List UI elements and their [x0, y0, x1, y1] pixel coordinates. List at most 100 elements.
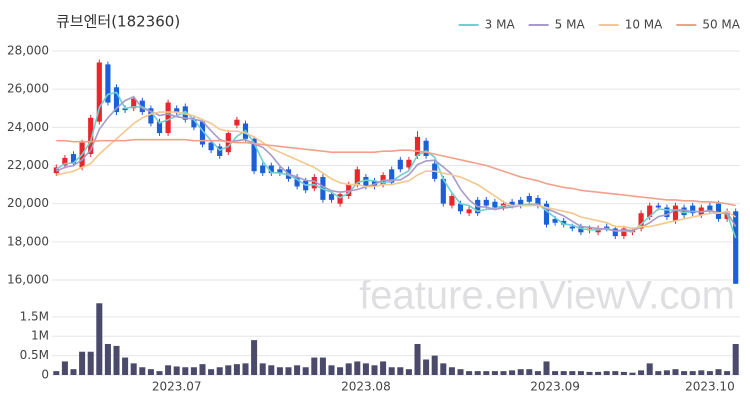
volume-bar: [285, 367, 292, 375]
volume-bar: [655, 371, 662, 375]
candle-body: [174, 108, 180, 113]
ma-line: [56, 111, 737, 230]
y-tick-label: 24,000: [7, 120, 49, 134]
candle-body: [621, 228, 627, 237]
volume-bar: [646, 363, 653, 375]
volume-bar: [70, 369, 77, 375]
volume-bar: [552, 371, 559, 375]
candle-body: [518, 199, 524, 206]
volume-bar: [397, 367, 404, 375]
volume-bar: [483, 371, 490, 375]
candle-body: [337, 194, 343, 204]
candle-body: [113, 87, 120, 113]
volume-bar: [139, 367, 146, 375]
volume-bar: [672, 369, 679, 375]
volume-bar: [251, 340, 258, 375]
volume-bar: [466, 371, 473, 375]
volume-bar: [113, 345, 120, 375]
volume-bar: [242, 363, 249, 375]
legend-label: 50 MA: [702, 18, 740, 32]
volume-bar: [509, 370, 516, 375]
volume-bar: [629, 372, 636, 375]
volume-bar: [586, 371, 593, 375]
volume-bar: [328, 365, 335, 375]
volume-bar: [147, 369, 154, 375]
volume-bar: [319, 357, 326, 375]
candle-body: [492, 201, 498, 208]
volume-bar: [53, 371, 60, 375]
volume-bar: [216, 367, 223, 375]
volume-bar: [612, 371, 619, 375]
candle-body: [277, 169, 283, 174]
candle-body: [182, 106, 188, 120]
candle-body: [535, 197, 541, 206]
volume-bar: [173, 366, 180, 375]
candle-body: [578, 226, 584, 233]
y-tick-label: 0: [41, 368, 49, 382]
y-tick-label: 26,000: [7, 82, 49, 96]
volume-bar: [569, 371, 576, 375]
candle-body: [449, 196, 455, 206]
candle-body: [311, 176, 317, 189]
candle-body: [251, 138, 257, 172]
candle-body: [328, 194, 335, 200]
candle-body: [681, 207, 687, 216]
candle-body: [569, 226, 575, 229]
x-tick-label: 2023.08: [341, 380, 391, 394]
candle-body: [509, 201, 515, 206]
volume-bar: [603, 371, 610, 375]
volume-bar: [431, 355, 438, 375]
y-tick-label: 0.5M: [20, 348, 49, 362]
volume-bar: [345, 363, 352, 375]
candle-body: [552, 218, 558, 223]
y-tick-label: 1.5M: [20, 309, 49, 323]
y-tick-label: 16,000: [7, 272, 49, 286]
legend-label: 10 MA: [625, 18, 663, 32]
volume-bar: [732, 343, 739, 375]
candle-body: [647, 205, 653, 218]
candle-body: [105, 64, 111, 103]
y-tick-label: 20,000: [7, 196, 49, 210]
candle-body: [122, 108, 128, 111]
candle-body: [423, 140, 429, 156]
candle-body: [268, 165, 274, 174]
volume-bar: [294, 365, 301, 375]
volume-bar: [276, 367, 283, 375]
candle-body: [733, 211, 739, 284]
volume-bar: [362, 363, 369, 375]
x-tick-label: 2023.07: [152, 380, 202, 394]
candle-body: [664, 207, 670, 218]
candle-body: [389, 169, 395, 183]
volume-bar: [440, 363, 447, 375]
volume-bar: [543, 361, 550, 375]
volume-bar: [706, 371, 713, 375]
ma-line: [55, 95, 737, 232]
volume-bar: [61, 361, 68, 375]
volume-bar: [165, 365, 172, 375]
candle-body: [561, 220, 567, 225]
volume-bar: [354, 361, 361, 375]
volume-bar: [681, 371, 688, 375]
candle-body: [397, 159, 403, 170]
candle-body: [457, 203, 464, 212]
volume-bar: [715, 369, 722, 375]
candle-body: [526, 196, 532, 202]
volume-bar: [448, 367, 455, 375]
volume-bar: [199, 364, 206, 375]
candle-body: [70, 154, 77, 164]
volume-bar: [620, 371, 627, 375]
volume-bar: [474, 371, 481, 375]
y-tick-label: 18,000: [7, 234, 49, 248]
candle-body: [466, 209, 472, 214]
volume-bar: [638, 370, 645, 375]
ma-line: [55, 91, 737, 239]
candle-body: [148, 108, 154, 124]
x-tick-label: 2023.10: [685, 380, 735, 394]
volume-bar: [380, 361, 387, 375]
volume-bar: [663, 370, 670, 375]
candle-body: [208, 142, 214, 151]
candle-body: [604, 226, 610, 229]
candle-body: [483, 199, 489, 206]
volume-bar: [190, 367, 197, 375]
candle-body: [638, 213, 644, 229]
